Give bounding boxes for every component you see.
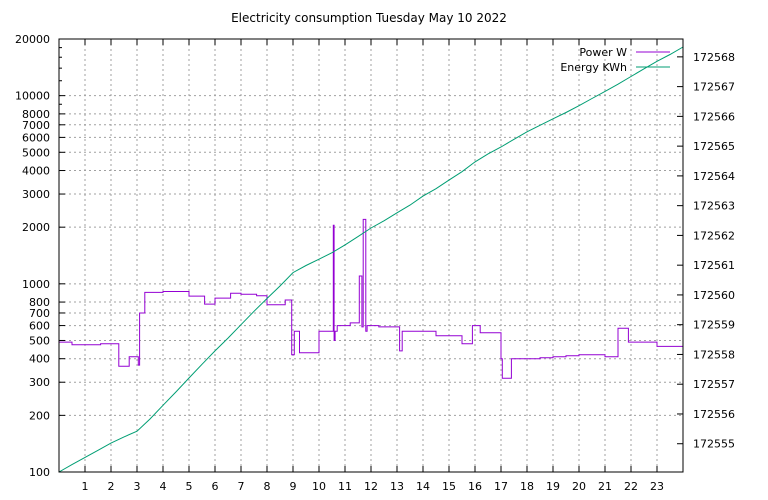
y2-tick-label: 172563: [693, 200, 735, 213]
y2-tick-label: 172561: [693, 259, 735, 272]
y-tick-label: 5000: [22, 146, 50, 159]
y-tick-label: 6000: [22, 131, 50, 144]
series-layer: [58, 46, 684, 473]
y-tick-label: 300: [29, 376, 50, 389]
legend: Power W Energy KWh: [560, 46, 670, 74]
x-tick-label: 16: [468, 480, 482, 493]
y2-tick-label: 172555: [693, 438, 735, 451]
x-tick-label: 22: [624, 480, 638, 493]
y-tick-label: 800: [29, 296, 50, 309]
x-tick-label: 3: [134, 480, 141, 493]
y-tick-label: 100: [29, 466, 50, 479]
x-tick-label: 5: [186, 480, 193, 493]
x-tick-label: 4: [160, 480, 167, 493]
y2-tick-label: 172568: [693, 51, 735, 64]
x-tick-label: 12: [364, 480, 378, 493]
x-tick-label: 9: [290, 480, 297, 493]
x-tick-label: 7: [238, 480, 245, 493]
x-tick-label: 1: [82, 480, 89, 493]
series-line-energy: [58, 46, 684, 473]
y2-tick-label: 172559: [693, 319, 735, 332]
x-tick-label: 2: [108, 480, 115, 493]
x-tick-label: 15: [442, 480, 456, 493]
x-tick-label: 6: [212, 480, 219, 493]
y-tick-label: 20000: [15, 33, 50, 46]
y-tick-label: 600: [29, 320, 50, 333]
y2-tick-label: 172567: [693, 81, 735, 94]
x-tick-label: 23: [650, 480, 664, 493]
x-tick-label: 20: [572, 480, 586, 493]
x-tick-label: 10: [312, 480, 326, 493]
y-tick-label: 700: [29, 307, 50, 320]
chart-title: Electricity consumption Tuesday May 10 2…: [231, 11, 507, 25]
series-line-power: [59, 218, 684, 379]
y2-tick-label: 172556: [693, 408, 735, 421]
y2-tick-label: 172564: [693, 170, 735, 183]
legend-label: Power W: [579, 46, 627, 59]
x-tick-label: 19: [546, 480, 560, 493]
y-tick-label: 10000: [15, 90, 50, 103]
y-tick-label: 200: [29, 409, 50, 422]
y2-tick-label: 172562: [693, 229, 735, 242]
y-tick-label: 4000: [22, 165, 50, 178]
x-tick-label: 21: [598, 480, 612, 493]
legend-label: Energy KWh: [560, 61, 627, 74]
y2-tick-label: 172560: [693, 289, 735, 302]
x-tick-label: 18: [520, 480, 534, 493]
y-tick-label: 1000: [22, 278, 50, 291]
x-tick-label: 17: [494, 480, 508, 493]
y-tick-label: 8000: [22, 108, 50, 121]
x-tick-label: 11: [338, 480, 352, 493]
y2-tick-label: 172566: [693, 110, 735, 123]
grid: [59, 38, 683, 473]
y-tick-label: 3000: [22, 188, 50, 201]
bottom-axis: 1 2 3 4 5 6 7 8 9 10 11 12 13 14 15 16 17 18 19 20 21 22 23: [82, 39, 664, 493]
x-tick-label: 8: [264, 480, 271, 493]
y2-tick-label: 172558: [693, 348, 735, 361]
y-tick-label: 7000: [22, 119, 50, 132]
x-tick-label: 14: [416, 480, 430, 493]
right-axis: 172555 172556 172557 172558 172559 172560 1725…: [677, 51, 735, 451]
y-tick-label: 2000: [22, 221, 50, 234]
x-tick-label: 13: [390, 480, 404, 493]
y-tick-label: 400: [29, 353, 50, 366]
plot-frame: [58, 38, 684, 473]
y2-tick-label: 172557: [693, 378, 735, 391]
y2-tick-label: 172565: [693, 140, 735, 153]
y-tick-label: 500: [29, 334, 50, 347]
